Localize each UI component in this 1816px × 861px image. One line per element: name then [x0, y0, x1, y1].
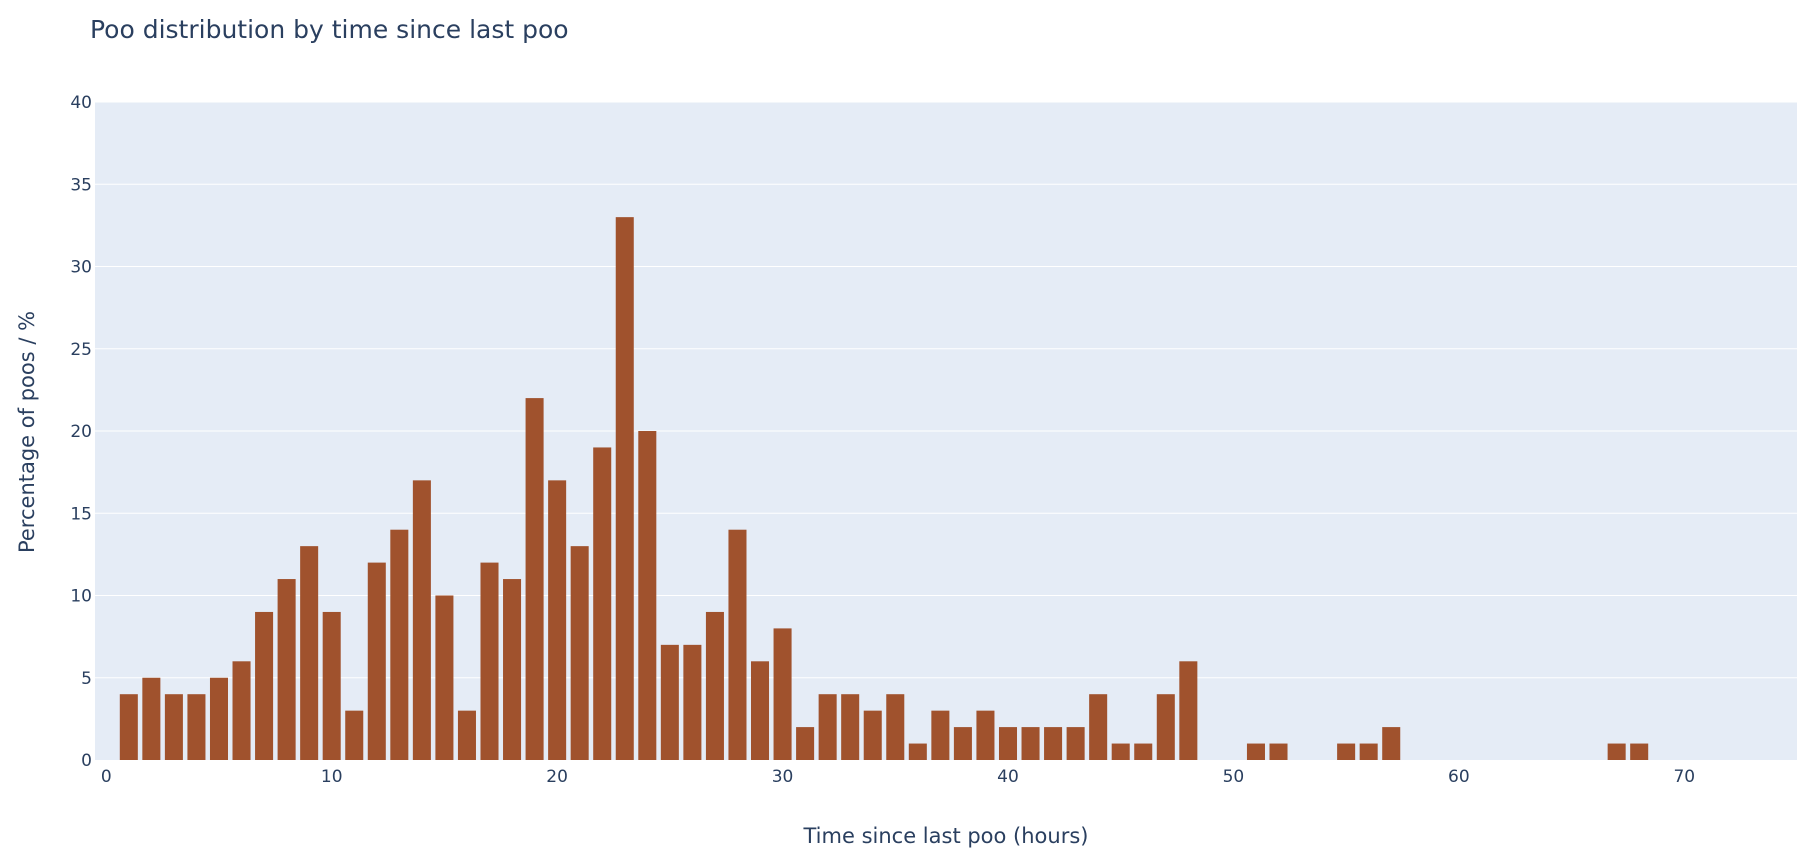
bar[interactable]	[1179, 661, 1198, 760]
y-tick-label: 0	[81, 751, 92, 771]
x-tick-label: 60	[1448, 767, 1470, 787]
x-tick-label: 0	[101, 767, 112, 787]
bar[interactable]	[773, 628, 792, 760]
y-tick-label: 5	[81, 669, 92, 689]
x-tick-label: 30	[772, 767, 794, 787]
bar[interactable]	[187, 694, 206, 760]
bar[interactable]	[1382, 727, 1401, 760]
bar[interactable]	[209, 677, 228, 760]
bar[interactable]	[548, 480, 567, 760]
y-tick-label: 20	[70, 422, 92, 442]
x-axis-ticks: 0 10 20 30 40 50 60 70	[101, 767, 1695, 787]
bar[interactable]	[503, 579, 522, 760]
bar[interactable]	[1246, 743, 1265, 760]
bar[interactable]	[119, 694, 138, 760]
bar[interactable]	[390, 529, 409, 760]
bar[interactable]	[953, 727, 972, 760]
bar[interactable]	[367, 562, 386, 760]
bar[interactable]	[1156, 694, 1175, 760]
bar[interactable]	[1066, 727, 1085, 760]
y-axis-ticks: 0 5 10 15 20 25 30 35 40	[70, 93, 92, 771]
bar[interactable]	[593, 447, 612, 760]
bar[interactable]	[255, 611, 274, 760]
bar[interactable]	[1021, 727, 1040, 760]
bars	[119, 217, 1649, 761]
x-tick-label: 40	[997, 767, 1019, 787]
bar[interactable]	[1044, 727, 1063, 760]
bar[interactable]	[796, 727, 815, 760]
bar[interactable]	[841, 694, 860, 760]
bar[interactable]	[1337, 743, 1356, 760]
bar[interactable]	[345, 710, 364, 760]
bar[interactable]	[525, 398, 544, 760]
bar[interactable]	[1134, 743, 1153, 760]
x-tick-label: 70	[1673, 767, 1695, 787]
bar[interactable]	[908, 743, 927, 760]
bar[interactable]	[300, 546, 319, 760]
chart-title: Poo distribution by time since last poo	[90, 15, 569, 44]
bar[interactable]	[638, 431, 657, 760]
bar[interactable]	[818, 694, 837, 760]
bar[interactable]	[998, 727, 1018, 760]
bar[interactable]	[931, 710, 950, 760]
bar[interactable]	[480, 562, 499, 760]
bar[interactable]	[1359, 743, 1378, 760]
bar[interactable]	[705, 611, 724, 760]
y-tick-label: 25	[70, 340, 92, 360]
bar[interactable]	[570, 546, 589, 760]
y-tick-label: 10	[70, 587, 92, 607]
bar[interactable]	[412, 480, 431, 760]
y-tick-label: 30	[70, 258, 92, 278]
bar[interactable]	[863, 710, 882, 760]
bar[interactable]	[886, 694, 905, 760]
bar[interactable]	[322, 611, 341, 760]
bar[interactable]	[1089, 694, 1108, 760]
bar[interactable]	[1630, 743, 1649, 760]
bar[interactable]	[277, 579, 296, 760]
bar[interactable]	[1269, 743, 1288, 760]
x-tick-label: 10	[321, 767, 343, 787]
bar[interactable]	[435, 595, 454, 761]
bar[interactable]	[457, 710, 476, 760]
y-tick-label: 35	[70, 175, 92, 195]
bar[interactable]	[683, 644, 702, 760]
bar[interactable]	[660, 644, 679, 760]
x-tick-label: 50	[1223, 767, 1245, 787]
y-tick-label: 15	[70, 504, 92, 524]
bar[interactable]	[615, 217, 634, 760]
bar[interactable]	[728, 529, 747, 760]
y-axis-title: Percentage of poos / %	[15, 311, 39, 553]
y-tick-label: 40	[70, 93, 92, 113]
bar[interactable]	[1607, 743, 1626, 760]
x-tick-label: 20	[546, 767, 568, 787]
bar[interactable]	[232, 661, 251, 760]
bar[interactable]	[164, 694, 183, 760]
bar[interactable]	[976, 710, 995, 760]
bar[interactable]	[142, 677, 161, 760]
bar[interactable]	[751, 661, 770, 760]
bar[interactable]	[1111, 743, 1130, 760]
x-axis-title: Time since last poo (hours)	[803, 824, 1089, 848]
